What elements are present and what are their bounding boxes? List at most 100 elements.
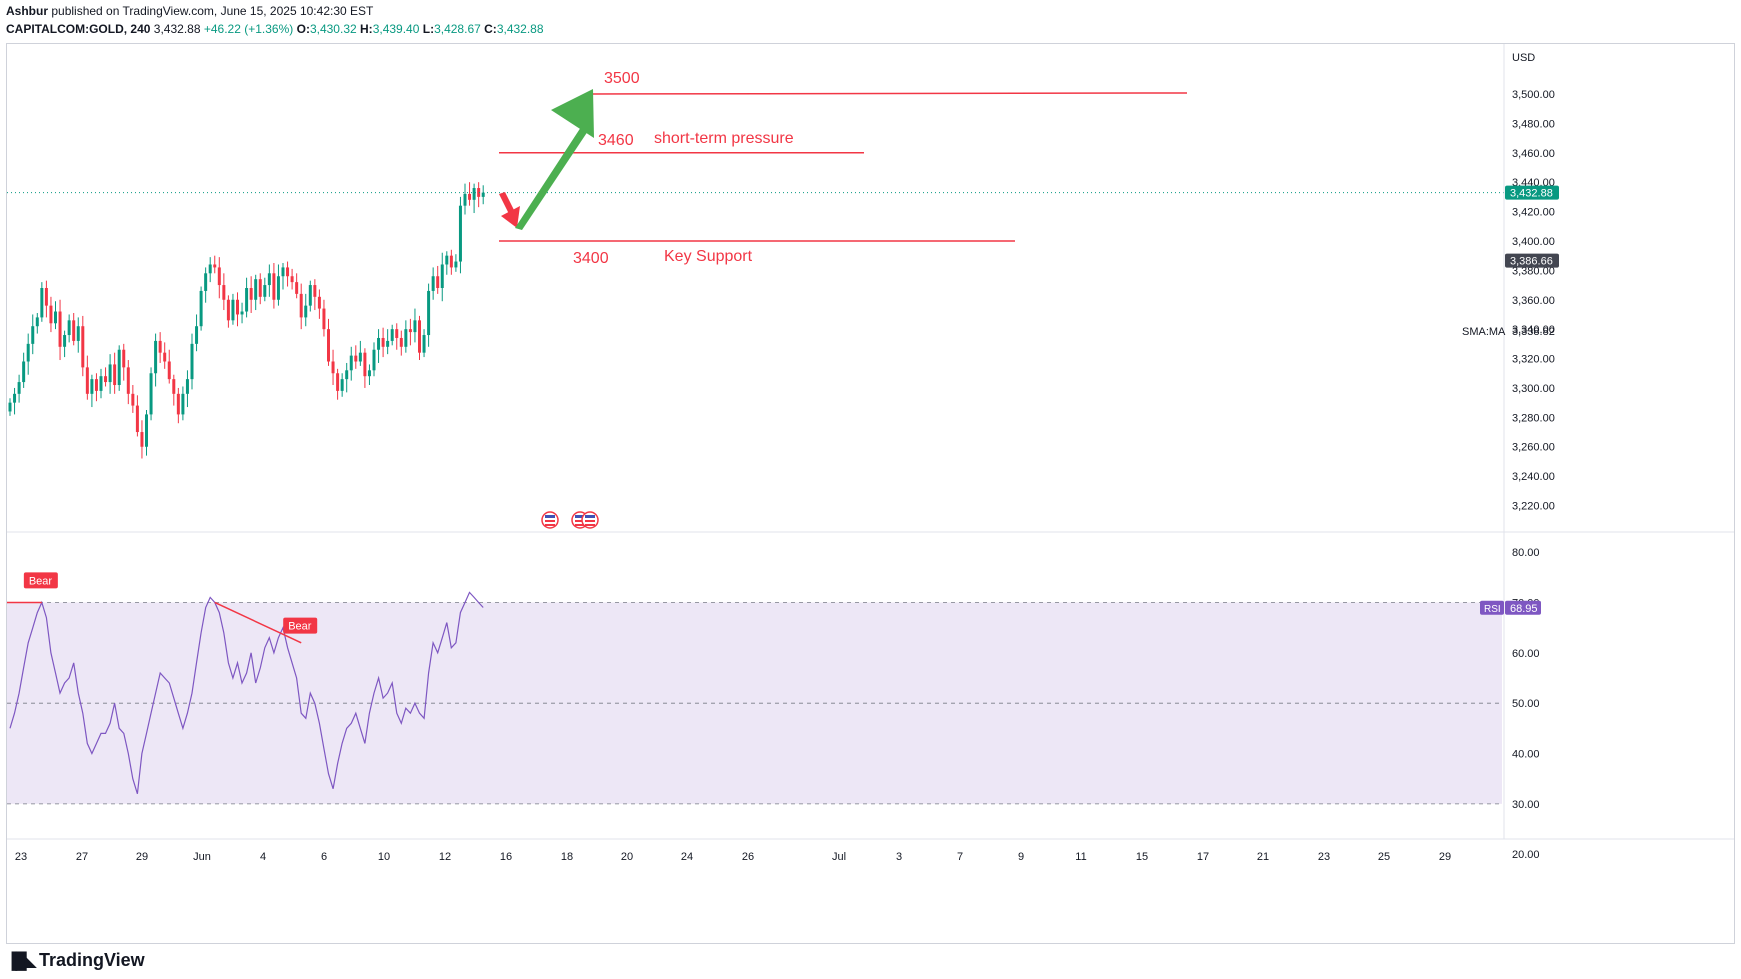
- candle-body: [122, 349, 126, 368]
- rsi-name-tag-bg: [1480, 600, 1504, 615]
- candle-body: [31, 326, 35, 344]
- symbol-name[interactable]: CAPITALCOM:GOLD, 240: [6, 22, 151, 36]
- candle-body: [49, 305, 53, 324]
- annotation-layer: 3500 3460 short-term pressure 3400 Key Suppo…: [499, 70, 1188, 267]
- price-tick-label: 3,240.00: [1512, 471, 1555, 483]
- candle-body: [440, 264, 444, 288]
- candle-body: [299, 293, 303, 318]
- up-arrow-shaft: [515, 124, 590, 230]
- level-3500-line: [591, 92, 1188, 95]
- author-name[interactable]: Ashbur: [6, 4, 48, 18]
- rsi-tick-label: 30.00: [1512, 799, 1540, 811]
- price-tick-label: 3,300.00: [1512, 383, 1555, 395]
- time-tick-label: 25: [1378, 851, 1390, 863]
- candle-body: [472, 188, 476, 200]
- us-flag-icon: [581, 511, 599, 529]
- candle-body: [217, 267, 221, 286]
- price-tick-label: 3,460.00: [1512, 148, 1555, 160]
- candle-body: [99, 376, 103, 391]
- candle-body: [327, 329, 330, 362]
- time-tick-label: 7: [957, 851, 963, 863]
- price-tick-label: 3,260.00: [1512, 442, 1555, 454]
- high-value: 3,439.40: [372, 22, 420, 36]
- time-tick-label: 10: [378, 851, 390, 863]
- level-3500-label: 3500: [604, 70, 640, 87]
- candle-body: [245, 288, 249, 312]
- candle-body: [172, 379, 176, 394]
- candle-body: [431, 276, 435, 291]
- rsi-tick-label: 20.00: [1512, 849, 1540, 861]
- candle-body: [304, 305, 308, 318]
- time-axis: 23 27 29 Jun 4 6 10 12 16 18 20 24 26 Jul 3 7 9 11 15 17 21 2…: [7, 838, 1734, 863]
- time-tick-label: 29: [136, 851, 148, 863]
- candle-body: [249, 288, 253, 300]
- candle-body: [317, 296, 321, 309]
- last-price-tag-bg: [1505, 185, 1559, 200]
- candle-body: [154, 340, 158, 374]
- candle-body: [358, 352, 362, 362]
- candle-body: [145, 414, 148, 447]
- tradingview-logo-icon: ▐█◣: [6, 953, 37, 970]
- candle-body: [449, 255, 453, 268]
- candle-body: [195, 326, 199, 344]
- sma-label: SMA:MA: [1462, 326, 1506, 338]
- candle-body: [213, 264, 217, 268]
- candle-body: [267, 273, 271, 286]
- time-tick-label: 23: [1318, 851, 1330, 863]
- rsi-name-tag: RSI: [1484, 604, 1501, 615]
- candle-body: [422, 335, 426, 353]
- price-tick-label: 3,320.00: [1512, 354, 1555, 366]
- candle-body: [226, 299, 230, 321]
- rsi-tick-label: 40.00: [1512, 749, 1540, 761]
- price-tick-label: 3,420.00: [1512, 207, 1555, 219]
- time-tick-label: 12: [439, 851, 451, 863]
- bear-label: Bear: [288, 621, 312, 633]
- brand-text: TradingView: [38, 950, 145, 970]
- candle-body: [258, 279, 262, 297]
- candle-body: [408, 329, 412, 333]
- candle-body: [131, 393, 135, 406]
- candle-body: [436, 276, 440, 288]
- bear-label: Bear: [29, 575, 53, 587]
- candle-body: [17, 382, 21, 394]
- candle-body: [413, 320, 417, 333]
- chart-container[interactable]: Bear Bear USD 3,220.00 3,240.00 3,260.00 3,28…: [6, 43, 1735, 944]
- us-flag-icon-stripe: [585, 520, 595, 522]
- candle-body: [149, 373, 153, 415]
- candle-body: [163, 352, 167, 362]
- candle-body: [158, 340, 162, 353]
- candle-body: [454, 261, 458, 268]
- close-label: C:: [484, 22, 497, 36]
- candle-body: [404, 329, 408, 347]
- price-tick-label: 3,500.00: [1512, 89, 1555, 101]
- tradingview-logo[interactable]: ▐█◣ TradingView: [6, 950, 145, 971]
- us-flag-icon-stripe: [545, 524, 555, 526]
- us-flag-icon-canton: [575, 515, 585, 518]
- chart-svg[interactable]: Bear Bear USD 3,220.00 3,240.00 3,260.00 3,28…: [7, 44, 1734, 943]
- candle-body: [108, 364, 112, 383]
- candle-body: [345, 370, 349, 380]
- time-tick-label: 23: [15, 851, 27, 863]
- change-text: +46.22 (+1.36%): [203, 22, 294, 36]
- candle-body: [481, 192, 485, 197]
- symbol-legend: CAPITALCOM:GOLD, 240 3,432.88 +46.22 (+1…: [6, 22, 544, 36]
- candle-body: [399, 337, 403, 347]
- time-tick-label: 6: [321, 851, 327, 863]
- bear-label-bg: [283, 617, 318, 634]
- open-label: O:: [296, 22, 310, 36]
- candle-body: [458, 205, 462, 262]
- candle-body: [113, 364, 117, 386]
- candle-body: [181, 393, 185, 415]
- candle-body: [94, 379, 98, 391]
- level-3460-label: 3460: [598, 132, 634, 149]
- candle-body: [295, 282, 299, 294]
- candle-body: [222, 285, 226, 300]
- open-value: 3,430.32: [309, 22, 357, 36]
- candle-body: [204, 273, 208, 291]
- time-tick-label: Jun: [193, 851, 211, 863]
- candle-body: [336, 373, 340, 391]
- price-tick-label: 3,340.00: [1512, 324, 1555, 336]
- time-tick-label: 26: [742, 851, 754, 863]
- candle-body: [72, 320, 76, 341]
- candle-body: [199, 290, 203, 327]
